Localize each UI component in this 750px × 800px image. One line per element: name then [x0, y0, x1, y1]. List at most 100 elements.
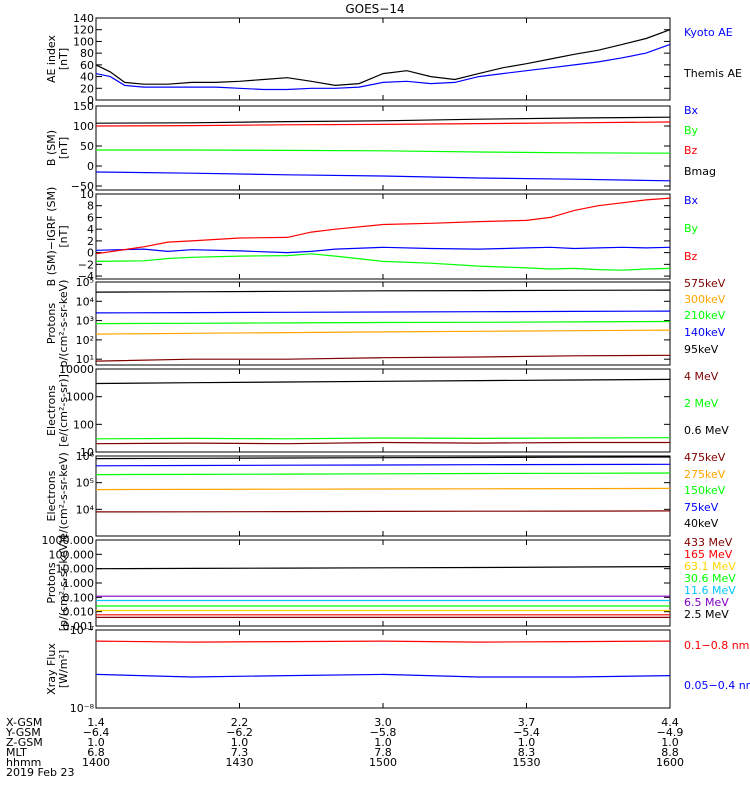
ephemeris-value: 2.2: [231, 716, 249, 729]
ephemeris-row-label: hhmm: [6, 756, 41, 769]
y-tick-label: 120: [73, 24, 94, 37]
legend-label: 0.05−0.4 nm: [684, 679, 750, 692]
legend-label: 4 MeV: [684, 370, 719, 383]
ephemeris-row-label: X-GSM: [6, 716, 42, 729]
series-line-0-1-0-8-nm: [95, 640, 671, 643]
series-line-210kev: [95, 320, 671, 325]
series-line-0-05-0-4-nm: [95, 673, 671, 678]
ephemeris-value: −6.2: [226, 726, 253, 739]
y-axis-label: [e/(cm²-s-sr)]: [57, 374, 70, 447]
legend-label: 575keV: [684, 277, 726, 290]
series-line-2-mev: [95, 437, 671, 440]
legend-label: 140keV: [684, 326, 726, 339]
ephemeris-value: 8.8: [661, 746, 679, 759]
series-line-by: [95, 253, 671, 271]
y-tick-label: 0: [87, 160, 94, 173]
y-tick-label: 1000: [66, 391, 94, 404]
y-tick-label: 20: [80, 82, 94, 95]
series-line-300kev: [95, 329, 671, 335]
series-line-2-5-mev: [95, 565, 671, 570]
series-line-475kev: [95, 510, 671, 513]
series-line-275kev: [95, 487, 671, 491]
ephemeris-value: 3.0: [374, 716, 392, 729]
y-tick-label: 10⁵: [76, 276, 94, 289]
legend-label: Bz: [684, 144, 698, 157]
series-line-bmag: [95, 116, 671, 124]
y-tick-label: 10⁶: [76, 450, 95, 463]
legend-label: Themis AE: [683, 67, 742, 80]
y-tick-label: 1.000: [63, 577, 95, 590]
series-line-95kev: [95, 289, 671, 293]
ephemeris-table: X-GSM 1.4 2.2 3.0 3.7 4.4 Y-GSM −6.4 −6.2 −5.8 −5.…: [5, 716, 684, 769]
panel-xray: 10⁻⁸ 10⁻⁷ Xray Flux [W/m²] 0.1−0.8 nm 0.05−0.…: [45, 624, 750, 715]
y-tick-label: 0: [87, 94, 94, 107]
ephemeris-value: 1600: [656, 756, 684, 769]
legend-label: 63.1 MeV: [684, 560, 736, 573]
ephemeris-value: 1400: [82, 756, 110, 769]
legend-label: Bx: [684, 194, 699, 207]
series-line-themis-ae: [95, 29, 671, 87]
ephemeris-row-label: Z-GSM: [6, 736, 43, 749]
panel-frame: [95, 455, 671, 537]
legend-label: 165 MeV: [684, 548, 733, 561]
y-tick-label: 8: [87, 200, 94, 213]
y-axis-label: B (SM)−IGRF (SM): [45, 187, 58, 287]
legend-label: Bmag: [684, 165, 716, 178]
y-tick-label: 1000.000: [42, 534, 95, 547]
ephemeris-value: 1.0: [374, 736, 392, 749]
y-axis-label: Protons: [45, 562, 58, 603]
panel-frame: [95, 539, 671, 627]
y-tick-label: 2: [87, 235, 94, 248]
ephemeris-value: 7.8: [374, 746, 392, 759]
legend-label: 75keV: [684, 501, 719, 514]
y-axis-label: [p/(cm²-s-sr-keV)]: [57, 535, 70, 632]
ephemeris-value: 4.4: [661, 716, 679, 729]
ephemeris-value: 1.0: [518, 736, 536, 749]
y-axis-label: [W/m²]: [57, 650, 70, 688]
series-line-140kev: [95, 310, 671, 314]
legend-label: 6.5 MeV: [684, 596, 729, 609]
legend-label: 11.6 MeV: [684, 584, 736, 597]
series-line-kyoto-ae: [95, 43, 671, 91]
figure-title: GOES−14: [345, 2, 404, 16]
legend-label: By: [684, 222, 699, 235]
ephemeris-value: 3.7: [518, 716, 536, 729]
legend-label: 95keV: [684, 343, 719, 356]
panel-frame: [95, 193, 671, 280]
y-tick-label: 80: [80, 47, 94, 60]
legend-label: 2 MeV: [684, 397, 719, 410]
ephemeris-value: 1.0: [231, 736, 249, 749]
ephemeris-value: 1.0: [661, 736, 679, 749]
y-axis-label: B (SM): [45, 130, 58, 166]
y-tick-label: −50: [71, 180, 94, 193]
series-line-0-6-mev: [95, 378, 671, 385]
series-line-bz: [95, 121, 671, 127]
ephemeris-value: 7.3: [231, 746, 249, 759]
series-line-bz: [95, 197, 671, 255]
y-tick-label: 6: [87, 211, 94, 224]
y-tick-label: 100: [73, 418, 94, 431]
series-line-575kev: [95, 354, 671, 362]
y-tick-label: 100: [73, 35, 94, 48]
y-tick-label: 50: [80, 140, 94, 153]
date-label: 2019 Feb 23: [6, 766, 74, 779]
legend-label: 433 MeV: [684, 536, 733, 549]
ephemeris-value: 1.0: [87, 736, 105, 749]
y-tick-label: 0.001: [63, 620, 95, 633]
y-tick-label: 10.000: [56, 563, 95, 576]
ephemeris-value: −6.4: [83, 726, 110, 739]
y-tick-label: 10⁻⁷: [70, 624, 94, 637]
ephemeris-value: −4.9: [657, 726, 684, 739]
legend-label: 2.5 MeV: [684, 608, 729, 621]
y-axis-label: Electrons: [45, 470, 58, 521]
y-tick-label: 10⁴: [76, 295, 95, 308]
legend-label: By: [684, 124, 699, 137]
y-tick-label: 10: [80, 188, 94, 201]
legend-label: 0.1−0.8 nm: [684, 639, 749, 652]
y-tick-label: −2: [78, 258, 94, 271]
